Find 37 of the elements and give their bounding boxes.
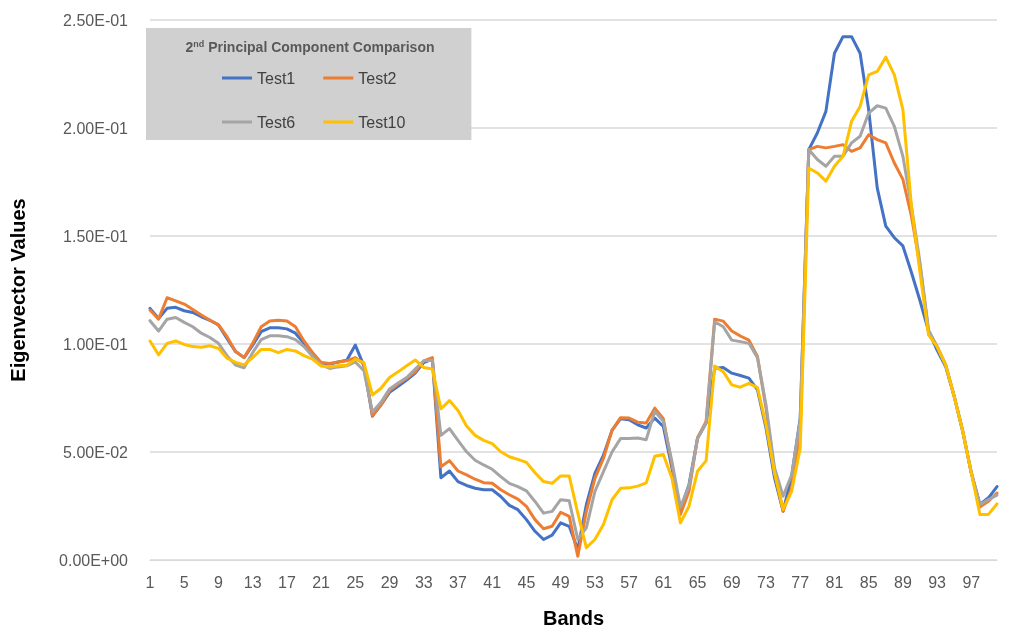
x-tick-label: 97: [962, 573, 981, 591]
legend-label: Test1: [257, 69, 296, 87]
x-tick-label: 1: [145, 573, 155, 591]
x-tick-label: 33: [414, 573, 433, 591]
x-tick-label: 13: [243, 573, 262, 591]
x-tick-label: 57: [620, 573, 639, 591]
y-tick-label: 2.00E-01: [63, 119, 129, 137]
x-tick-label: 93: [928, 573, 947, 591]
x-tick-label: 5: [179, 573, 189, 591]
legend-label: Test6: [257, 113, 296, 131]
y-tick-label: 1.00E-01: [63, 335, 129, 353]
x-tick-label: 37: [449, 573, 467, 591]
x-tick-label: 89: [893, 573, 912, 591]
x-tick-label: 9: [213, 573, 223, 591]
x-tick-label: 77: [791, 573, 810, 591]
x-tick-label: 81: [825, 573, 844, 591]
y-tick-label: 5.00E-02: [63, 443, 129, 461]
y-axis-title: Eigenvector Values: [7, 198, 29, 382]
x-tick-label: 73: [757, 573, 775, 591]
x-tick-label: 21: [312, 573, 331, 591]
x-tick-label: 85: [859, 573, 878, 591]
x-tick-label: 25: [346, 573, 365, 591]
x-tick-label: 53: [585, 573, 604, 591]
x-tick-label: 45: [517, 573, 536, 591]
legend-label: Test2: [358, 69, 397, 87]
legend-label: Test10: [358, 113, 406, 131]
x-tick-label: 17: [277, 573, 296, 591]
x-tick-label: 41: [483, 573, 502, 591]
y-tick-label: 0.00E+00: [59, 551, 129, 569]
y-tick-label: 2.50E-01: [63, 11, 129, 29]
x-tick-label: 65: [688, 573, 707, 591]
x-tick-label: 49: [551, 573, 570, 591]
x-tick-label: 29: [380, 573, 399, 591]
x-tick-label: 61: [654, 573, 673, 591]
x-axis-title: Bands: [542, 607, 605, 629]
x-tick-label: 69: [722, 573, 741, 591]
y-tick-label: 1.50E-01: [63, 227, 129, 245]
